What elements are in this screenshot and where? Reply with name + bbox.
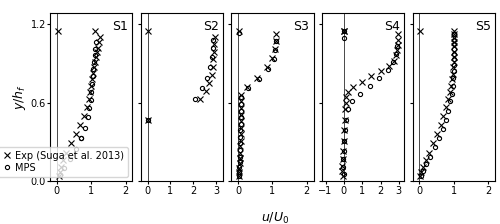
Text: S3: S3: [294, 20, 310, 33]
Text: S5: S5: [474, 20, 490, 33]
Text: S1: S1: [112, 20, 128, 33]
Legend: Exp (Suga et al. 2013), MPS: Exp (Suga et al. 2013), MPS: [0, 147, 128, 177]
Y-axis label: $y/h_f$: $y/h_f$: [10, 84, 28, 110]
Text: S4: S4: [384, 20, 400, 33]
Text: S2: S2: [203, 20, 218, 33]
Text: $u/U_0$: $u/U_0$: [261, 211, 289, 224]
